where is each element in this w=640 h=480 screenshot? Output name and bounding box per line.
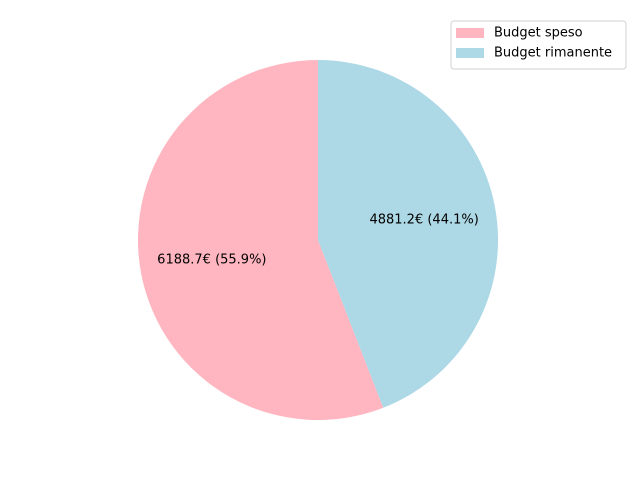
legend-frame	[450, 20, 627, 70]
pie-labels: 6188.7€ (55.9%) 4881.2€ (44.1%)	[157, 213, 479, 268]
pie-slice-label-0: 6188.7€ (55.9%)	[157, 252, 266, 267]
pie-slice-0	[138, 60, 384, 420]
pie-slices	[138, 60, 499, 420]
legend-swatch-1	[456, 48, 484, 58]
legend: Budget speso Budget rimanente	[450, 20, 627, 70]
pie-slice-label-1: 4881.2€ (44.1%)	[369, 213, 478, 228]
legend-label-1: Budget rimanente	[494, 46, 612, 61]
legend-label-0: Budget speso	[494, 26, 583, 41]
pie-slice-1	[318, 60, 499, 408]
legend-swatch-0	[456, 28, 484, 38]
